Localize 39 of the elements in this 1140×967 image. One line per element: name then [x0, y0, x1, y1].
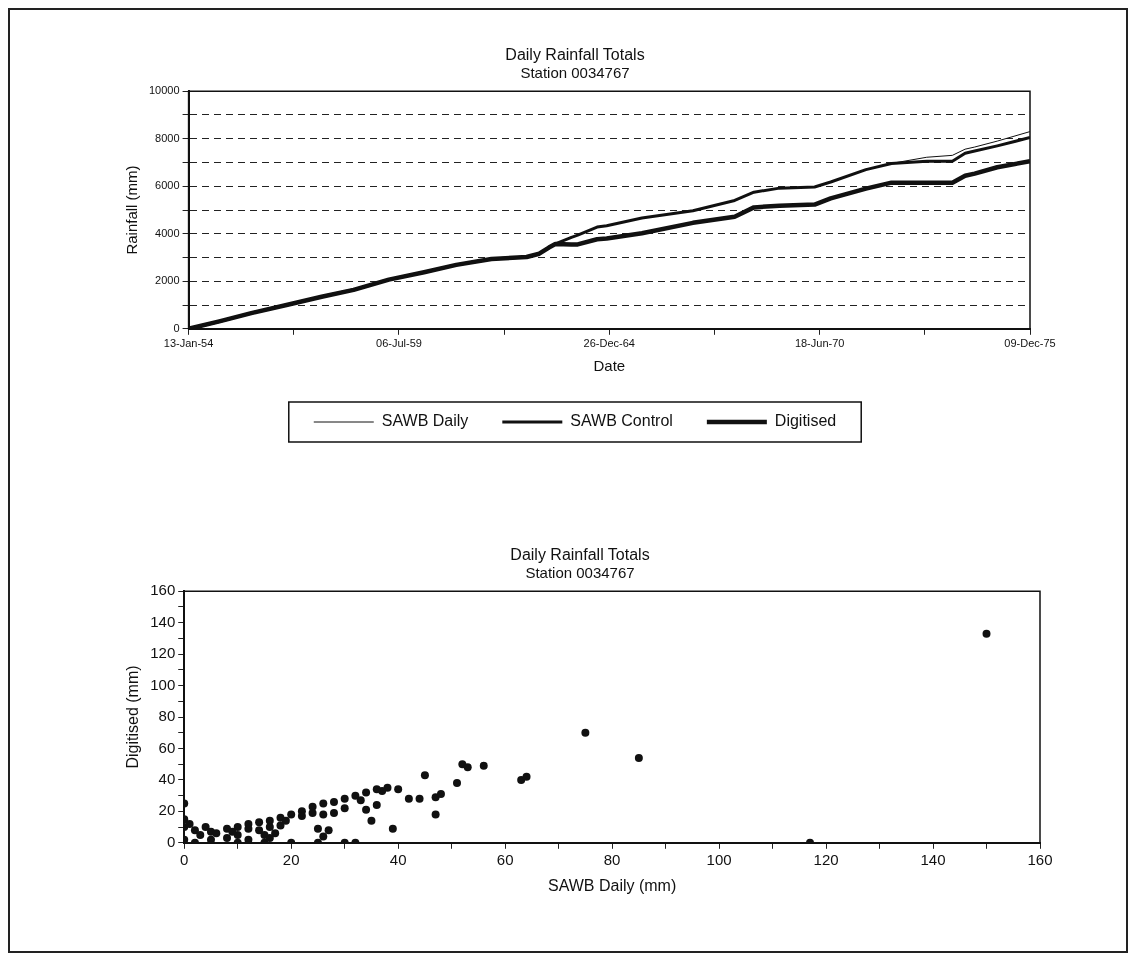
chart-title: Daily Rainfall Totals — [510, 546, 650, 564]
x-tick-label: 160 — [1027, 850, 1053, 868]
x-tick-label: 40 — [389, 850, 407, 868]
x-tick-label: 140 — [920, 850, 946, 868]
x-axis-title: Date — [593, 357, 626, 375]
y-tick-label: 160 — [150, 581, 176, 599]
y-tick-label: 4000 — [155, 226, 180, 239]
legend-label: SAWB Control — [570, 412, 673, 430]
x-tick-label: 20 — [282, 850, 300, 868]
y-axis-title: Rainfall (mm) — [123, 165, 141, 255]
y-tick-label: 0 — [166, 832, 176, 850]
x-tick-label: 100 — [706, 850, 732, 868]
y-tick-label: 10000 — [148, 84, 180, 97]
y-tick-label: 40 — [158, 770, 176, 788]
y-axis-title: Digitised (mm) — [124, 665, 142, 769]
y-tick-label: 20 — [158, 801, 176, 819]
y-tick-label: 80 — [158, 707, 176, 725]
x-tick-label: 06-Jul-59 — [376, 337, 422, 350]
x-tick-label: 120 — [813, 850, 839, 868]
x-axis-title: SAWB Daily (mm) — [547, 876, 677, 894]
legend-label: SAWB Daily — [381, 412, 469, 430]
y-tick-label: 0 — [173, 321, 180, 334]
x-tick-label: 80 — [603, 850, 621, 868]
x-tick-label: 18-Jun-70 — [794, 337, 845, 350]
x-tick-label: 13-Jan-54 — [163, 337, 214, 350]
y-tick-label: 140 — [150, 612, 176, 630]
y-tick-label: 8000 — [155, 131, 180, 144]
x-tick-label: 60 — [496, 850, 514, 868]
chart-subtitle: Station 0034767 — [520, 64, 630, 82]
y-tick-label: 120 — [150, 644, 176, 662]
y-tick-label: 2000 — [155, 274, 180, 287]
y-tick-label: 100 — [150, 675, 176, 693]
chart-title: Daily Rainfall Totals — [505, 46, 645, 64]
x-tick-label: 26-Dec-64 — [583, 337, 635, 350]
chart-subtitle: Station 0034767 — [525, 564, 635, 582]
y-tick-label: 6000 — [155, 179, 180, 192]
x-tick-label: 09-Dec-75 — [1004, 337, 1056, 350]
y-tick-label: 60 — [158, 738, 176, 756]
legend-label: Digitised — [774, 412, 837, 430]
